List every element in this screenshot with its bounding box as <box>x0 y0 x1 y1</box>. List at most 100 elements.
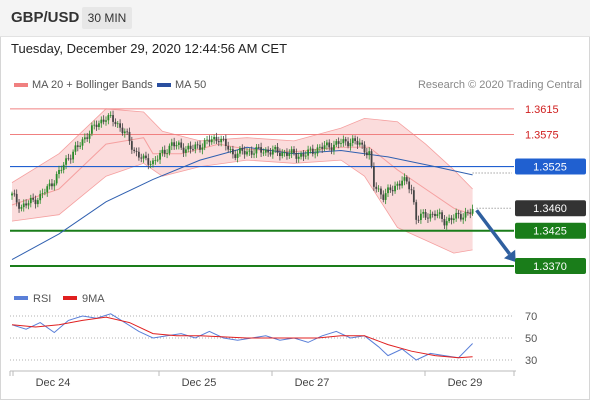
candle-body <box>431 213 434 215</box>
datetime-label: Tuesday, December 29, 2020 12:44:56 AM C… <box>11 41 288 56</box>
candle-body <box>175 145 178 147</box>
candle-body <box>307 149 309 156</box>
rsi-ma-line <box>11 316 473 359</box>
candle-body <box>408 181 411 190</box>
candle-body <box>239 148 241 154</box>
candle-body <box>27 203 30 206</box>
candle-body <box>116 123 119 125</box>
candle-body <box>410 189 413 191</box>
candle-body <box>391 190 394 192</box>
candle-body <box>248 150 251 152</box>
candle-body <box>344 139 347 142</box>
candle-body <box>220 138 223 143</box>
candle-body <box>203 140 206 148</box>
candle-body <box>405 177 408 182</box>
candle-body <box>156 159 159 161</box>
candle-body <box>227 146 230 150</box>
candle-body <box>22 203 25 208</box>
candle-body <box>206 139 208 141</box>
candle-body <box>170 142 173 146</box>
candle-body <box>192 149 194 150</box>
candle-body <box>246 151 248 155</box>
candle-body <box>107 115 110 121</box>
bollinger-legend: MA 20 + Bollinger Bands <box>14 79 153 91</box>
candle-body <box>316 147 319 154</box>
candle-body <box>232 149 234 155</box>
candle-body <box>365 152 368 156</box>
forecast-arrow-head <box>503 249 516 262</box>
candle-body <box>283 152 286 154</box>
rsi-legend: RSI 9MA <box>14 293 105 305</box>
candle-body <box>140 157 143 159</box>
x-tick-label: Dec 24 <box>36 377 71 389</box>
candle-body <box>46 186 49 193</box>
x-axis-ticks: Dec 24 Dec 25 Dec 27 Dec 29 <box>9 371 515 389</box>
candle-body <box>20 207 23 209</box>
candle-body <box>436 214 439 217</box>
candle-body <box>323 145 326 149</box>
candle-body <box>295 152 298 159</box>
candle-body <box>455 212 458 219</box>
symbol-title: GBP/USD <box>11 9 80 26</box>
candle-body <box>98 123 100 127</box>
candle-body <box>361 142 364 145</box>
candle-body <box>396 183 399 186</box>
price-tag-label: 1.3370 <box>533 261 567 273</box>
candle-body <box>255 146 258 154</box>
candle-body <box>93 124 96 126</box>
candle-body <box>135 150 138 152</box>
candle-body <box>133 149 136 151</box>
candle-body <box>112 115 114 122</box>
candle-body <box>241 148 244 151</box>
price-tag-label: 1.3525 <box>533 162 567 174</box>
timeframe-button[interactable]: 30 MIN <box>82 7 132 29</box>
candle-body <box>356 140 359 145</box>
price-tag-label: 1.3460 <box>533 203 567 215</box>
candle-body <box>229 149 232 150</box>
forecast-arrow-shaft <box>475 209 511 256</box>
candle-body <box>318 146 321 148</box>
candle-body <box>234 154 237 158</box>
candle-body <box>142 155 145 159</box>
bollinger-legend-swatch <box>14 83 28 88</box>
ma9-legend-swatch <box>63 296 77 300</box>
candle-body <box>363 144 366 153</box>
candle-body <box>467 211 469 213</box>
candle-body <box>434 213 436 217</box>
candle-body <box>147 158 150 165</box>
candle-body <box>459 214 462 220</box>
candle-body <box>25 203 27 206</box>
candle-body <box>340 143 342 145</box>
candle-body <box>58 169 60 175</box>
candle-body <box>462 217 465 220</box>
candle-body <box>62 164 65 170</box>
candle-body <box>271 149 274 155</box>
candle-body <box>34 199 37 205</box>
candle-body <box>166 153 168 155</box>
candle-body <box>342 139 345 144</box>
candle-body <box>88 133 91 139</box>
candle-body <box>109 115 112 116</box>
candle-body <box>187 145 190 150</box>
candle-body <box>281 152 284 157</box>
candle-body <box>380 188 382 195</box>
candle-body <box>349 143 352 147</box>
candle-body <box>286 152 288 156</box>
candle-body <box>387 187 389 194</box>
candle-body <box>403 177 406 181</box>
candle-body <box>105 120 107 122</box>
candle-body <box>215 136 218 142</box>
candle-body <box>102 119 105 122</box>
price-tag-label: 1.3425 <box>533 226 567 238</box>
candle-body <box>368 151 371 156</box>
candle-body <box>161 149 164 154</box>
rsi-legend-swatch <box>14 296 28 300</box>
candle-body <box>180 142 183 148</box>
x-tick-label: Dec 29 <box>448 377 483 389</box>
candle-body <box>130 141 133 150</box>
candle-body <box>288 153 291 156</box>
candle-body <box>412 190 415 203</box>
price-tag-support <box>515 257 586 274</box>
candle-body <box>321 146 324 149</box>
